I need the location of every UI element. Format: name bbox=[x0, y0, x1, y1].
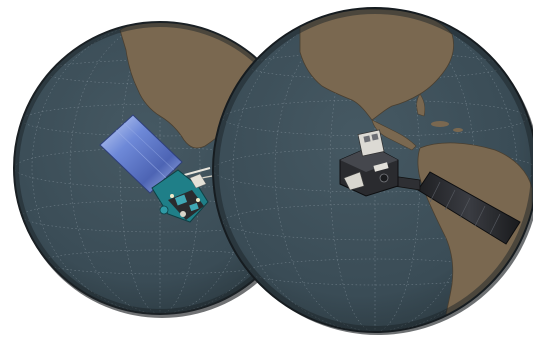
dark-panel-satellite bbox=[339, 129, 521, 245]
blue-panel-satellite bbox=[99, 114, 213, 223]
dark-solar-array bbox=[417, 171, 521, 245]
blue-satellite-bus bbox=[151, 169, 209, 223]
dark-satellite-bus bbox=[339, 129, 399, 197]
east-globe-central-america bbox=[371, 119, 417, 151]
